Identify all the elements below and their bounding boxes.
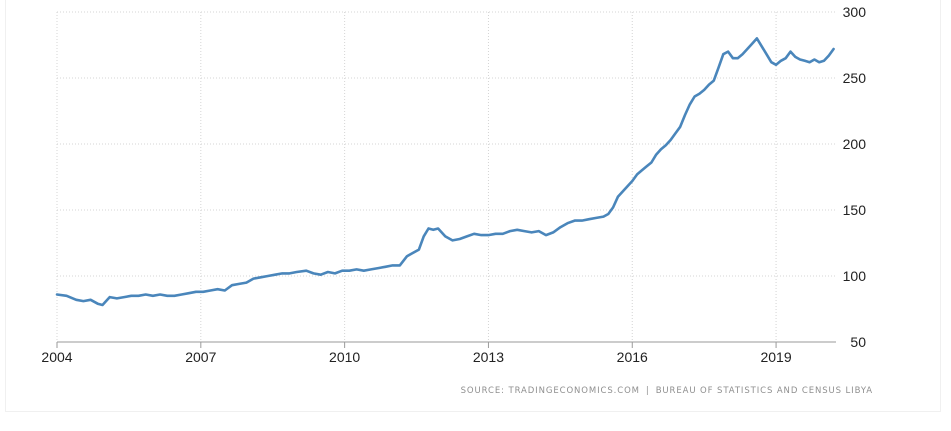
y-tick-label: 50 bbox=[850, 334, 866, 350]
series-layer bbox=[55, 37, 835, 307]
x-tick-label: 2004 bbox=[41, 349, 72, 365]
y-tick-label: 300 bbox=[843, 4, 867, 20]
y-tick-label: 200 bbox=[843, 136, 867, 152]
x-tick-label: 2019 bbox=[760, 349, 791, 365]
chart-frame bbox=[5, 0, 941, 412]
x-tick-label: 2016 bbox=[617, 349, 648, 365]
source-site: SOURCE: TRADINGECONOMICS.COM bbox=[460, 386, 640, 396]
y-tick-label: 250 bbox=[843, 70, 867, 86]
x-axis-ticks: 2004 2007 2010 2013 2016 2019 bbox=[41, 341, 836, 365]
y-tick-label: 100 bbox=[843, 268, 867, 284]
x-tick-label: 2010 bbox=[329, 349, 360, 365]
source-separator: | bbox=[645, 386, 650, 396]
y-axis-ticks: 50 100 150 200 250 300 bbox=[843, 4, 867, 350]
source-agency: BUREAU OF STATISTICS AND CENSUS LIBYA bbox=[655, 386, 873, 396]
source-attribution: SOURCE: TRADINGECONOMICS.COM | BUREAU OF S… bbox=[461, 386, 873, 396]
x-tick-label: 2013 bbox=[473, 349, 504, 365]
y-tick-label: 150 bbox=[843, 202, 867, 218]
grid-lines bbox=[56, 11, 836, 342]
series-line bbox=[55, 37, 835, 307]
x-tick-label: 2007 bbox=[185, 349, 216, 365]
